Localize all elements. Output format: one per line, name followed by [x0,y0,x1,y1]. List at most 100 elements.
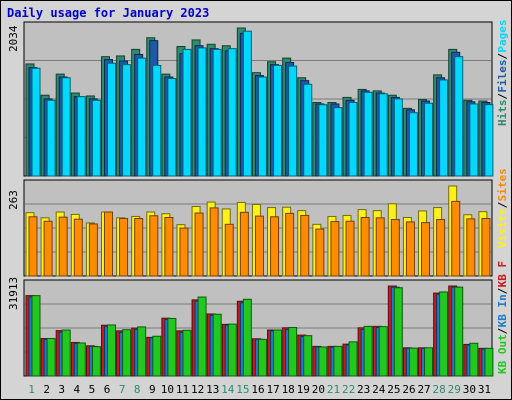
bar-sites-day-2 [43,220,53,277]
legend-kb-in: KB In [496,294,509,327]
bar-kb-out-day-11 [182,329,192,377]
x-tick-label-day-16: 16 [251,383,264,396]
bar-kb-out-day-24 [378,326,388,377]
bar-kb-out-day-23 [363,325,373,377]
bar-sites-day-10 [164,216,174,277]
bar-kb-out-day-9 [152,335,162,377]
bar-sites-day-13 [209,207,219,277]
x-tick-label-day-15: 15 [236,383,249,396]
bar-kb-out-day-22 [348,341,358,377]
bar-pages-day-17 [273,64,283,177]
bar-sites-day-11 [179,227,189,277]
legend-kb-f: KB F [496,261,509,288]
bar-kb-out-day-17 [273,329,283,377]
bar-pages-day-15 [242,30,252,177]
bar-kb-out-day-29 [454,286,464,377]
bar-sites-day-14 [224,223,234,277]
bar-sites-day-20 [315,228,325,277]
bar-pages-day-27 [424,102,434,177]
bar-sites-day-16 [254,215,264,277]
bar-kb-out-day-2 [46,337,56,377]
x-tick-label-day-29: 29 [448,383,461,396]
bar-pages-day-5 [91,99,101,177]
panel-2-max-label: 263 [7,190,20,210]
bar-pages-day-1 [31,67,41,177]
bar-sites-day-23 [360,216,370,277]
legend-sites: Sites [496,168,509,201]
bar-sites-day-22 [345,220,355,277]
legend-separator: / [496,327,509,334]
bar-kb-out-day-8 [137,326,147,377]
bar-kb-out-day-15 [242,298,252,377]
bar-pages-day-16 [257,76,267,177]
x-tick-label-day-5: 5 [89,383,96,396]
bar-sites-day-27 [421,222,431,277]
x-tick-label-day-9: 9 [149,383,156,396]
bar-pages-day-22 [348,102,358,177]
x-tick-label-day-6: 6 [104,383,111,396]
bar-sites-day-17 [270,216,280,277]
x-tick-label-day-11: 11 [176,383,189,396]
bar-pages-day-14 [227,48,237,177]
x-tick-label-day-30: 30 [463,383,476,396]
legend-kb-out: KB Out [496,334,509,374]
bar-kb-out-day-13 [212,313,222,377]
bar-pages-day-9 [152,64,162,177]
bar-sites-day-8 [134,218,144,277]
panel-1-max-label: 2034 [7,25,20,52]
bar-kb-out-day-16 [257,338,267,377]
x-tick-label-day-13: 13 [206,383,219,396]
bar-pages-day-10 [167,77,177,177]
bar-sites-day-15 [239,211,249,277]
bar-kb-out-day-1 [31,295,41,377]
bar-kb-out-day-30 [469,342,479,377]
x-tick-label-day-19: 19 [297,383,310,396]
bar-kb-out-day-21 [333,345,343,377]
bar-kb-out-day-14 [227,323,237,377]
bar-sites-day-18 [285,212,295,277]
bar-kb-out-day-27 [424,347,434,377]
x-tick-label-day-1: 1 [28,383,35,396]
bar-kb-out-day-19 [303,335,313,377]
x-tick-label-day-14: 14 [221,383,235,396]
bar-kb-out-day-31 [484,347,494,377]
x-tick-label-day-21: 21 [327,383,340,396]
legend-visits: Visits [496,208,509,248]
chart-title: Daily usage for January 2023 [7,6,210,20]
bar-pages-day-29 [454,56,464,177]
bar-sites-day-21 [330,221,340,277]
x-tick-label-day-3: 3 [58,383,65,396]
bar-kb-out-day-6 [106,324,116,377]
bar-sites-day-19 [300,214,310,277]
x-tick-label-day-7: 7 [119,383,126,396]
bar-pages-day-20 [318,104,328,177]
x-tick-label-day-26: 26 [402,383,415,396]
legend-separator: / [496,93,509,100]
bar-sites-day-29 [451,200,461,277]
legend-hits: Hits [496,100,509,127]
x-tick-label-day-20: 20 [312,383,325,396]
x-tick-label-day-4: 4 [74,383,81,396]
bar-kb-out-day-10 [167,317,177,377]
bar-pages-day-4 [76,96,86,177]
bar-sites-day-3 [58,216,68,277]
bar-sites-day-24 [375,217,385,277]
bar-sites-day-6 [103,211,113,277]
x-tick-label-day-2: 2 [43,383,50,396]
bar-sites-day-31 [481,218,491,277]
bar-pages-day-24 [378,93,388,177]
bar-kb-out-day-7 [122,329,132,377]
x-tick-label-day-23: 23 [357,383,370,396]
bar-kb-out-day-3 [61,329,71,377]
bar-pages-day-11 [182,48,192,177]
bar-pages-day-8 [137,57,147,177]
panel-3-max-label: 31913 [7,277,20,310]
bar-pages-day-18 [288,65,298,177]
bar-sites-day-26 [405,221,415,277]
bar-sites-day-30 [466,218,476,277]
bar-sites-day-4 [73,218,83,277]
bar-pages-day-19 [303,83,313,177]
bar-sites-day-5 [88,223,98,277]
